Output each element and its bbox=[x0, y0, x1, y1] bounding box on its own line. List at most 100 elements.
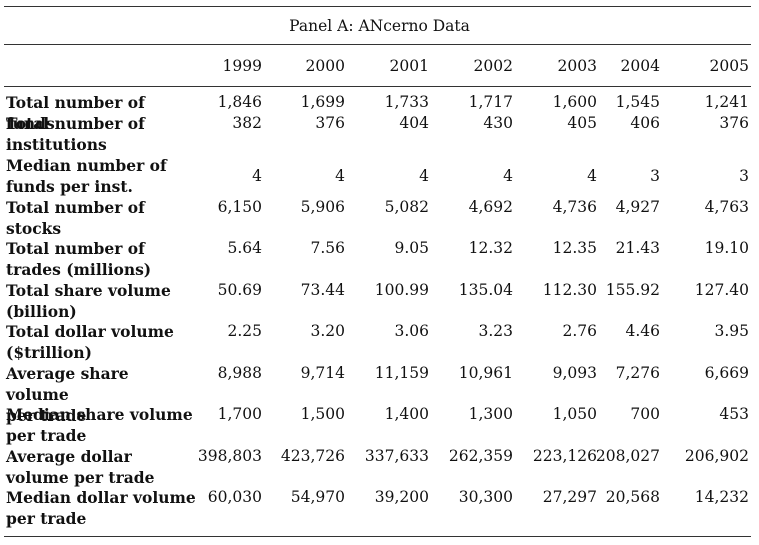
table-cell: 1,600 bbox=[552, 93, 597, 111]
bottom-rule bbox=[4, 536, 751, 537]
table-cell: 4 bbox=[335, 166, 345, 185]
table-cell: 4,692 bbox=[468, 198, 513, 216]
row-label: Median number of funds per inst. bbox=[6, 156, 167, 196]
table-cell: 1,700 bbox=[217, 405, 262, 423]
table-cell: 1,241 bbox=[704, 93, 749, 111]
table-cell: 7,276 bbox=[615, 364, 660, 382]
table-cell: 6,150 bbox=[217, 198, 262, 216]
table-cell: 262,359 bbox=[448, 447, 513, 465]
year-header-1999: 1999 bbox=[222, 57, 262, 75]
table-cell: 453 bbox=[719, 405, 749, 423]
row-label: Total number of trades (millions) bbox=[6, 239, 152, 279]
table-cell: 3.06 bbox=[394, 322, 429, 340]
table-cell: 1,733 bbox=[384, 93, 429, 111]
table-cell: 430 bbox=[483, 114, 513, 132]
table-cell: 60,030 bbox=[207, 488, 262, 506]
table-cell: 4.46 bbox=[625, 322, 660, 340]
table-cell: 406 bbox=[630, 114, 660, 132]
table-cell: 4 bbox=[587, 166, 597, 185]
table-cell: 1,717 bbox=[468, 93, 513, 111]
table-cell: 12.35 bbox=[552, 239, 597, 257]
table-cell: 8,988 bbox=[217, 364, 262, 382]
table-cell: 4 bbox=[503, 166, 513, 185]
table-cell: 1,699 bbox=[300, 93, 345, 111]
table-cell: 3.20 bbox=[310, 322, 345, 340]
table-cell: 11,159 bbox=[374, 364, 429, 382]
table-cell: 9.05 bbox=[394, 239, 429, 257]
row-label: Total number of stocks bbox=[6, 198, 145, 238]
table-cell: 50.69 bbox=[217, 281, 262, 299]
table-cell: 1,300 bbox=[468, 405, 513, 423]
row-label: Total dollar volume ($trillion) bbox=[6, 322, 174, 362]
table-cell: 6,669 bbox=[704, 364, 749, 382]
table-cell: 3.23 bbox=[478, 322, 513, 340]
table-cell: 4,927 bbox=[615, 198, 660, 216]
year-header-2002: 2002 bbox=[473, 57, 513, 75]
table-cell: 376 bbox=[315, 114, 345, 132]
table-cell: 155.92 bbox=[605, 281, 660, 299]
table-cell: 20,568 bbox=[605, 488, 660, 506]
table-cell: 14,232 bbox=[694, 488, 749, 506]
row-label: Average dollar volume per trade bbox=[6, 447, 155, 487]
row-label: Average share volume per trade bbox=[6, 364, 129, 425]
table-cell: 3.95 bbox=[714, 322, 749, 340]
row-label: Total number of funds bbox=[6, 93, 145, 133]
table-cell: 382 bbox=[232, 114, 262, 132]
table-cell: 206,902 bbox=[684, 447, 749, 465]
row-label: Total share volume (billion) bbox=[6, 281, 171, 321]
header-rule bbox=[4, 86, 751, 87]
table-cell: 100.99 bbox=[374, 281, 429, 299]
table-cell: 337,633 bbox=[364, 447, 429, 465]
table-cell: 1,050 bbox=[552, 405, 597, 423]
caption-rule bbox=[4, 44, 751, 45]
table-cell: 1,500 bbox=[300, 405, 345, 423]
table-cell: 19.10 bbox=[704, 239, 749, 257]
table-cell: 127.40 bbox=[694, 281, 749, 299]
year-header-2005: 2005 bbox=[709, 57, 749, 75]
table-cell: 4 bbox=[252, 166, 262, 185]
year-header-2003: 2003 bbox=[557, 57, 597, 75]
table-cell: 405 bbox=[567, 114, 597, 132]
year-header-2004: 2004 bbox=[620, 57, 660, 75]
table-cell: 398,803 bbox=[197, 447, 262, 465]
table-cell: 5.64 bbox=[227, 239, 262, 257]
table-cell: 1,846 bbox=[217, 93, 262, 111]
table-cell: 4,763 bbox=[704, 198, 749, 216]
table-cell: 1,400 bbox=[384, 405, 429, 423]
row-label: Total number of institutions bbox=[6, 114, 145, 154]
year-header-2000: 2000 bbox=[305, 57, 345, 75]
table-cell: 2.76 bbox=[562, 322, 597, 340]
year-header-2001: 2001 bbox=[389, 57, 429, 75]
table-cell: 2.25 bbox=[227, 322, 262, 340]
table-cell: 3 bbox=[739, 166, 749, 185]
table-cell: 21.43 bbox=[615, 239, 660, 257]
table-cell: 208,027 bbox=[595, 447, 660, 465]
table-cell: 39,200 bbox=[374, 488, 429, 506]
table-cell: 423,726 bbox=[280, 447, 345, 465]
table-cell: 5,906 bbox=[300, 198, 345, 216]
table-cell: 9,714 bbox=[300, 364, 345, 382]
table-cell: 112.30 bbox=[542, 281, 597, 299]
row-label: Median share volume per trade bbox=[6, 405, 193, 445]
table-cell: 4,736 bbox=[552, 198, 597, 216]
table-cell: 3 bbox=[650, 166, 660, 185]
panel-title: Panel A: ANcerno Data bbox=[289, 17, 470, 35]
table-cell: 7.56 bbox=[310, 239, 345, 257]
table-cell: 1,545 bbox=[615, 93, 660, 111]
table-cell: 27,297 bbox=[542, 488, 597, 506]
table-cell: 12.32 bbox=[468, 239, 513, 257]
table-cell: 223,126 bbox=[532, 447, 597, 465]
table-cell: 73.44 bbox=[300, 281, 345, 299]
table-cell: 404 bbox=[399, 114, 429, 132]
table-cell: 376 bbox=[719, 114, 749, 132]
table-cell: 30,300 bbox=[458, 488, 513, 506]
row-label: Median dollar volume per trade bbox=[6, 488, 196, 528]
table-cell: 9,093 bbox=[552, 364, 597, 382]
table-cell: 4 bbox=[419, 166, 429, 185]
table-cell: 135.04 bbox=[458, 281, 513, 299]
table-cell: 10,961 bbox=[458, 364, 513, 382]
table-cell: 5,082 bbox=[384, 198, 429, 216]
table-cell: 54,970 bbox=[290, 488, 345, 506]
table-cell: 700 bbox=[630, 405, 660, 423]
top-rule bbox=[4, 6, 751, 7]
